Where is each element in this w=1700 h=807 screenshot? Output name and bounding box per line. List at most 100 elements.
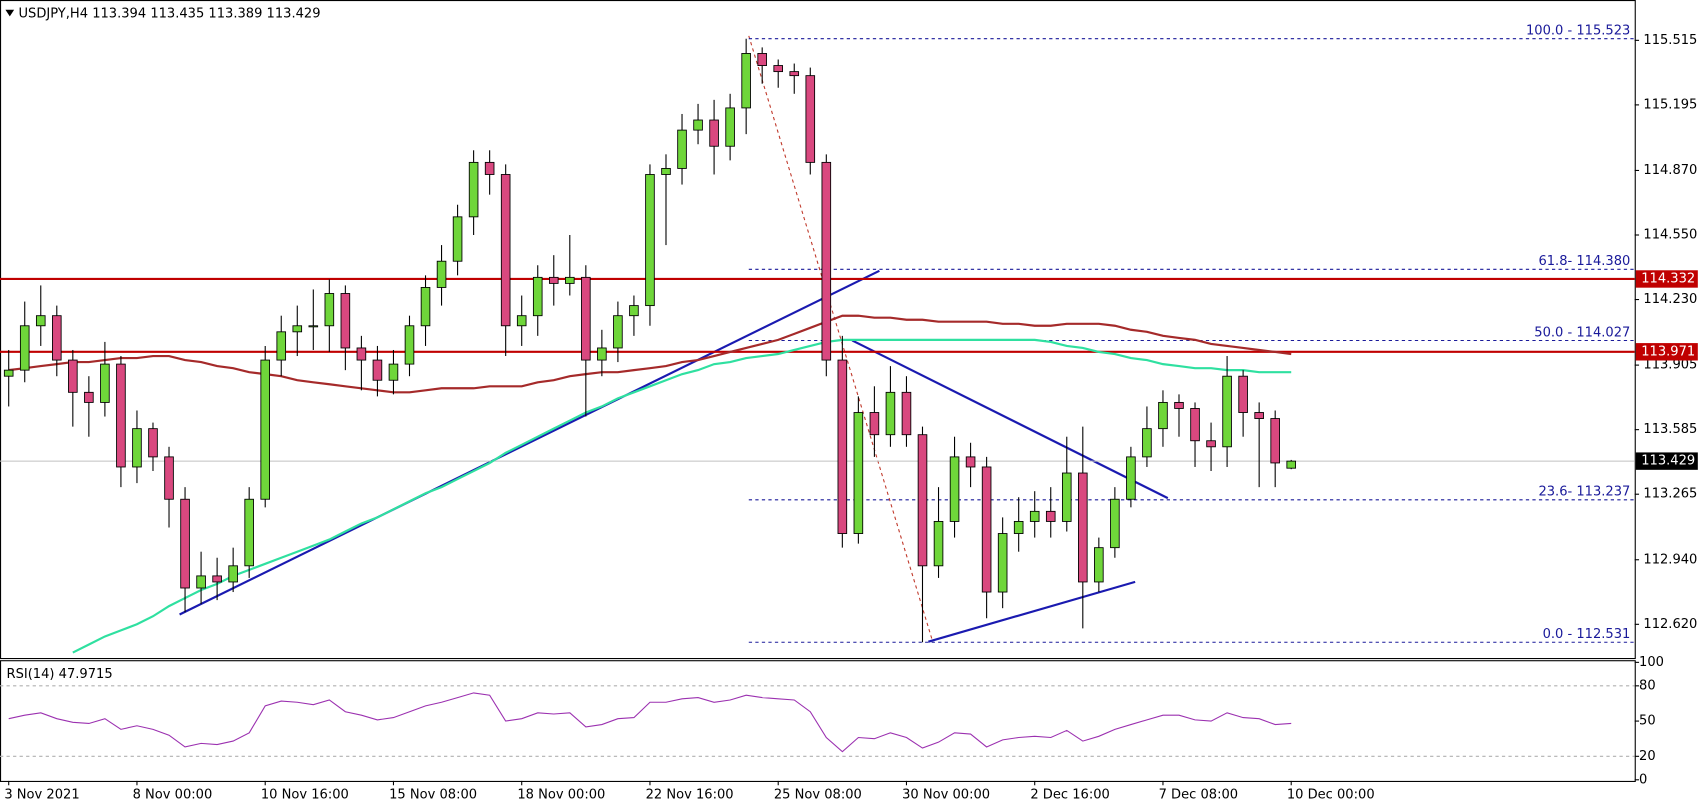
- candle-body: [1061, 472, 1072, 522]
- candle-body: [372, 359, 383, 381]
- candle-body: [3, 369, 14, 377]
- fib-diagonal: [748, 35, 934, 642]
- candle-body: [885, 391, 896, 436]
- candle-body: [661, 167, 671, 175]
- x-tick-label: 3 Nov 2021: [4, 788, 79, 803]
- candle-body: [452, 216, 463, 262]
- candle-body: [19, 325, 30, 371]
- rsi-y-tick-label: 20: [1639, 749, 1656, 764]
- y-tick-label: 113.265: [1643, 487, 1697, 502]
- moving-average: [72, 338, 1292, 654]
- fib-label: 0.0 - 112.531: [1543, 627, 1631, 642]
- candle-body: [677, 129, 687, 169]
- candle-body: [645, 174, 655, 307]
- candle-body: [1078, 472, 1088, 583]
- rsi-y-tick-label: 50: [1639, 714, 1656, 729]
- price-panel: [0, 0, 1636, 660]
- x-tick-label: 10 Nov 16:00: [261, 788, 349, 803]
- candle-body: [917, 434, 928, 567]
- candle-body: [388, 363, 399, 381]
- x-tick-label: 8 Nov 00:00: [133, 788, 213, 803]
- x-tick-label: 30 Nov 00:00: [902, 788, 990, 803]
- candle-body: [292, 325, 303, 333]
- candle-body: [1238, 375, 1248, 413]
- x-tick-label: 2 Dec 16:00: [1030, 788, 1109, 803]
- chart-title: USDJPY,H4 113.394 113.435 113.389 113.42…: [19, 7, 321, 22]
- candle-body: [1158, 401, 1168, 430]
- candle-body: [709, 119, 719, 147]
- rsi-y-tick-label: 0: [1639, 772, 1647, 787]
- candle-body: [84, 391, 94, 403]
- candle-body: [613, 315, 623, 349]
- candle-body: [1270, 418, 1280, 464]
- candle-body: [741, 53, 751, 109]
- candle-body: [1142, 428, 1152, 458]
- candle-body: [468, 161, 479, 218]
- candle-body: [1222, 375, 1232, 448]
- y-tick-label: 114.550: [1643, 228, 1697, 243]
- menu-triangle: [5, 9, 15, 17]
- candle-body: [1126, 456, 1136, 500]
- y-tick-label: 112.620: [1643, 617, 1697, 632]
- trend-line: [928, 580, 1136, 643]
- candle-body: [228, 565, 238, 583]
- candle-body: [1110, 498, 1120, 549]
- candle-body: [180, 498, 190, 589]
- candle-body: [773, 65, 784, 73]
- candle-body: [565, 276, 575, 284]
- candle-body: [52, 315, 62, 361]
- candle-body: [260, 359, 270, 500]
- candle-body: [148, 428, 158, 458]
- y-tick-label: 112.940: [1643, 552, 1697, 567]
- rsi-line: [8, 692, 1292, 753]
- fib-label: 50.0 - 114.027: [1534, 325, 1630, 340]
- fib-label: 61.8- 114.380: [1538, 254, 1630, 269]
- y-tick-label: 115.515: [1643, 33, 1697, 48]
- candle-body: [1190, 408, 1200, 442]
- x-tick-label: 22 Nov 16:00: [646, 788, 734, 803]
- candle-body: [324, 293, 335, 327]
- candle-body: [116, 363, 126, 468]
- level-label: 114.332: [1641, 271, 1695, 286]
- candle-body: [1206, 440, 1216, 448]
- candle-body: [789, 71, 800, 77]
- moving-average: [8, 314, 1292, 394]
- x-tick-label: 15 Nov 08:00: [389, 788, 477, 803]
- x-tick-label: 18 Nov 00:00: [517, 788, 605, 803]
- candle-body: [420, 287, 431, 327]
- y-tick-label: 114.230: [1643, 292, 1697, 307]
- y-tick-label: 114.870: [1643, 163, 1697, 178]
- candle-body: [597, 347, 607, 361]
- candle-body: [1045, 510, 1056, 522]
- candle-body: [901, 391, 912, 436]
- candle-body: [933, 521, 944, 567]
- candle-body: [276, 331, 287, 361]
- candle-body: [548, 276, 559, 284]
- y-tick-label: 115.195: [1643, 97, 1697, 112]
- candle-body: [500, 174, 511, 327]
- level-label-box: [1635, 270, 1698, 288]
- candle-body: [805, 75, 816, 163]
- candle-body: [212, 575, 222, 583]
- candle-body: [68, 359, 78, 393]
- x-tick-label: 10 Dec 00:00: [1287, 788, 1375, 803]
- candle-body: [1094, 547, 1104, 583]
- candle-body: [356, 347, 367, 361]
- x-tick-label: 25 Nov 08:00: [774, 788, 862, 803]
- candle-body: [436, 260, 447, 288]
- fib-label: 23.6- 113.237: [1538, 485, 1630, 500]
- candle-body: [853, 412, 864, 534]
- candle-body: [308, 325, 319, 328]
- candle-body: [757, 53, 767, 66]
- price-label-box: [1635, 452, 1698, 470]
- candle-body: [532, 276, 543, 317]
- candle-body: [1174, 401, 1184, 409]
- rsi-title: RSI(14) 47.9715: [7, 667, 113, 682]
- candle-body: [629, 305, 639, 317]
- candle-body: [997, 533, 1008, 593]
- candle-body: [196, 575, 206, 589]
- candle-body: [869, 412, 880, 436]
- level-label-box: [1635, 343, 1698, 361]
